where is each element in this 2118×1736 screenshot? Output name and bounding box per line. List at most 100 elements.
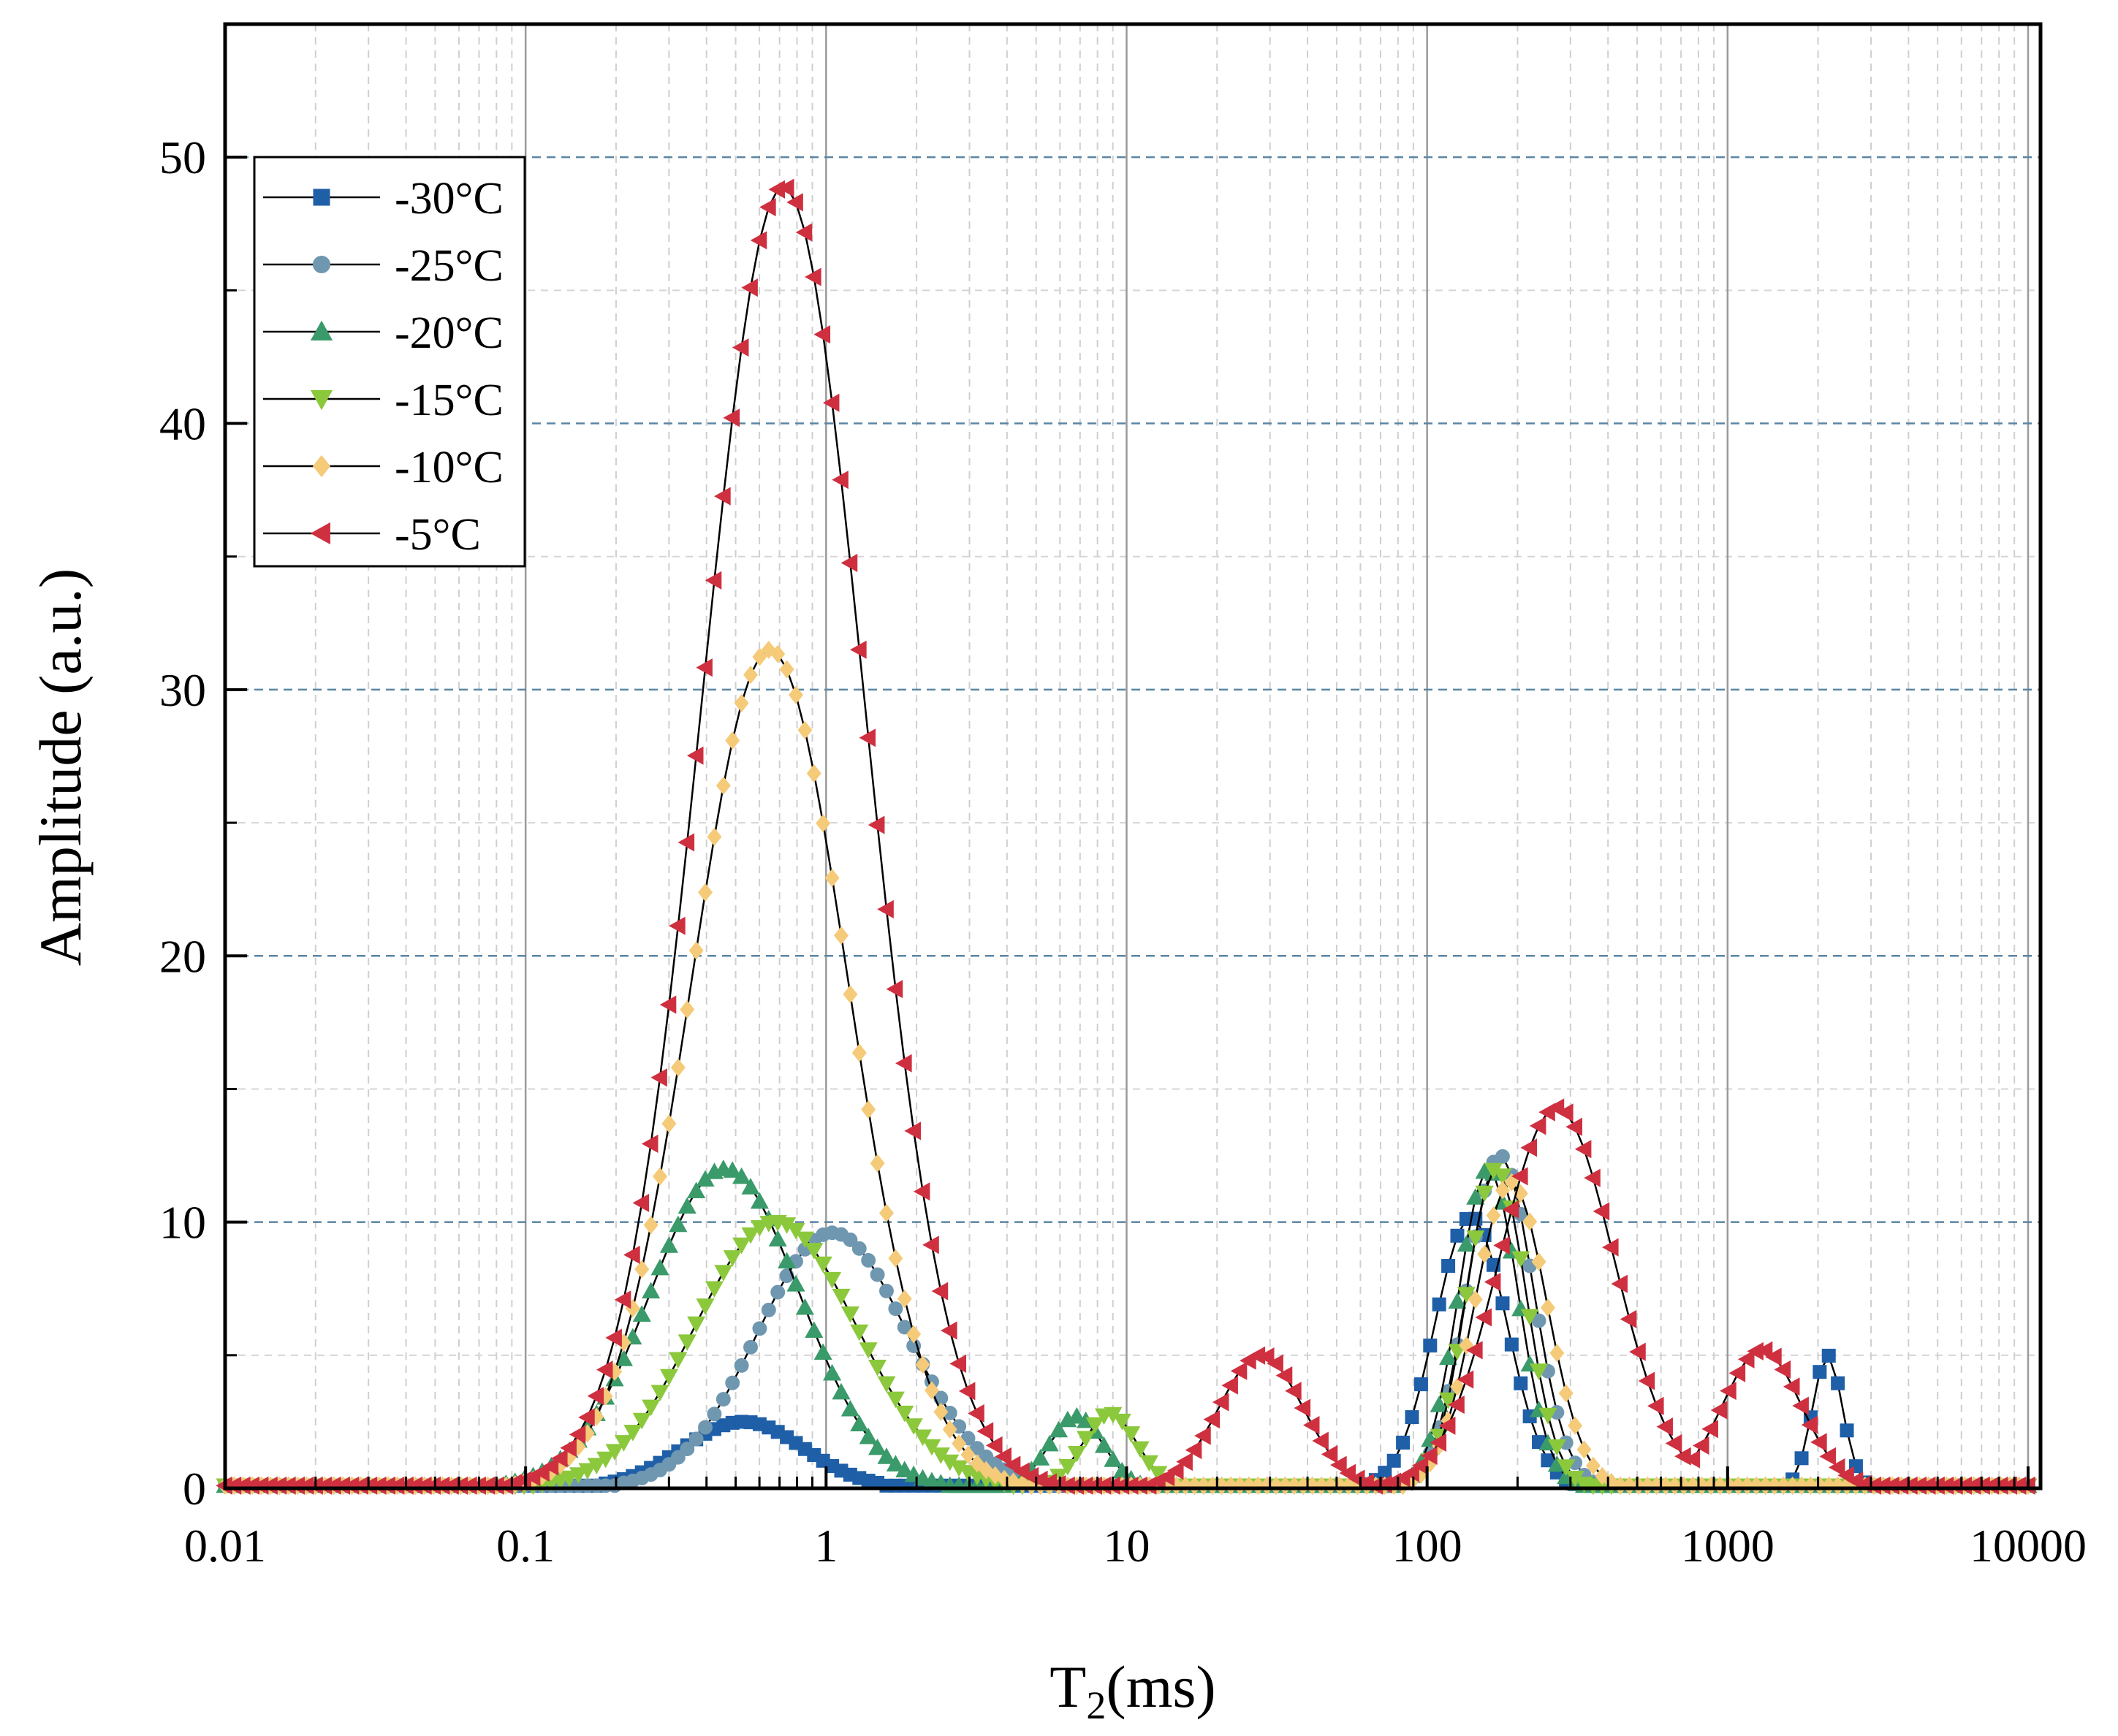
marker-square <box>1405 1410 1419 1425</box>
marker-diamond <box>1549 1344 1565 1363</box>
marker-triangle-down <box>587 1458 606 1474</box>
marker-triangle-left <box>650 1068 667 1087</box>
marker-triangle-down <box>596 1451 615 1469</box>
marker-triangle-left <box>1302 1415 1320 1435</box>
marker-triangle-left <box>310 522 330 545</box>
marker-triangle-left <box>1710 1401 1728 1420</box>
marker-diamond <box>816 814 831 833</box>
y-tick-label: 10 <box>159 1197 206 1249</box>
marker-circle <box>843 1232 858 1247</box>
marker-circle <box>851 1241 867 1256</box>
marker-triangle-left <box>1611 1274 1628 1293</box>
marker-diamond <box>707 827 722 846</box>
marker-diamond <box>680 1000 695 1019</box>
marker-triangle-left <box>941 1321 957 1340</box>
marker-circle <box>688 1431 704 1447</box>
marker-triangle-left <box>1792 1396 1809 1415</box>
marker-triangle-down <box>1520 1309 1539 1326</box>
marker-triangle-left <box>1529 1116 1546 1135</box>
marker-square <box>1504 1337 1519 1352</box>
marker-triangle-up <box>1067 1406 1086 1424</box>
marker-diamond <box>878 1203 894 1222</box>
marker-triangle-left <box>1003 1455 1021 1474</box>
marker-circle <box>670 1450 686 1465</box>
marker-diamond <box>1540 1298 1555 1317</box>
marker-triangle-left <box>560 1439 577 1458</box>
legend-label: -30°C <box>395 174 504 224</box>
marker-triangle-up <box>778 1252 797 1269</box>
legend-item: -25°C <box>263 241 504 291</box>
marker-triangle-left <box>1801 1415 1818 1434</box>
marker-triangle-left <box>1484 1272 1501 1292</box>
marker-triangle-left <box>578 1408 595 1427</box>
marker-triangle-up <box>823 1363 842 1381</box>
marker-triangle-left <box>1638 1371 1655 1390</box>
marker-triangle-left <box>1701 1420 1718 1439</box>
marker-triangle-left <box>1692 1436 1709 1455</box>
marker-triangle-up <box>832 1382 851 1400</box>
marker-triangle-left <box>1221 1376 1238 1395</box>
marker-triangle-left <box>1267 1354 1283 1373</box>
marker-triangle-up <box>805 1321 824 1339</box>
marker-triangle-left <box>895 1054 912 1073</box>
x-tick-label: 10 <box>1103 1520 1150 1572</box>
marker-triangle-left <box>1275 1366 1293 1385</box>
marker-triangle-up <box>886 1455 905 1472</box>
marker-square <box>1396 1435 1411 1450</box>
marker-triangle-left <box>1312 1431 1329 1450</box>
marker-triangle-down <box>1493 1168 1512 1185</box>
marker-triangle-down <box>877 1376 896 1393</box>
marker-triangle-down <box>1139 1455 1159 1472</box>
marker-triangle-left <box>904 1122 922 1141</box>
marker-diamond <box>770 644 786 663</box>
marker-triangle-down <box>859 1342 878 1359</box>
marker-triangle-left <box>1656 1417 1673 1436</box>
marker-triangle-up <box>813 1343 832 1360</box>
marker-triangle-up <box>1457 1235 1476 1252</box>
marker-diamond <box>653 1167 668 1186</box>
legend-label: -5°C <box>395 510 481 560</box>
marker-triangle-left <box>986 1436 1003 1455</box>
marker-triangle-left <box>850 640 867 659</box>
marker-triangle-up <box>1448 1292 1467 1309</box>
marker-triangle-up <box>850 1415 869 1431</box>
marker-triangle-up <box>877 1447 896 1464</box>
marker-triangle-left <box>550 1449 568 1468</box>
marker-diamond <box>888 1249 903 1268</box>
marker-square <box>1386 1453 1401 1468</box>
marker-triangle-left <box>813 325 831 344</box>
marker-square <box>313 189 330 206</box>
marker-diamond <box>843 985 858 1004</box>
marker-triangle-up <box>768 1230 787 1247</box>
marker-diamond <box>661 1114 677 1133</box>
marker-triangle-up <box>795 1298 814 1315</box>
marker-triangle-down <box>669 1352 688 1369</box>
marker-triangle-left <box>1620 1309 1637 1329</box>
marker-diamond <box>743 666 759 685</box>
marker-triangle-up <box>723 1161 742 1178</box>
marker-triangle-left <box>1810 1433 1827 1452</box>
marker-triangle-up <box>868 1438 887 1455</box>
legend-label: -20°C <box>395 308 504 358</box>
marker-triangle-down <box>723 1250 742 1267</box>
marker-square <box>1495 1296 1510 1311</box>
marker-triangle-left <box>777 178 794 197</box>
marker-triangle-down <box>904 1418 923 1435</box>
marker-square <box>1821 1348 1836 1363</box>
y-tick-label: 0 <box>183 1463 206 1515</box>
marker-triangle-down <box>569 1467 588 1484</box>
marker-triangle-left <box>1828 1458 1845 1477</box>
marker-triangle-left <box>1257 1347 1275 1366</box>
marker-square <box>1514 1376 1528 1390</box>
marker-triangle-left <box>1502 1200 1519 1219</box>
x-tick-label: 0.1 <box>496 1520 555 1572</box>
marker-diamond <box>634 1260 650 1279</box>
marker-triangle-down <box>1077 1431 1096 1448</box>
marker-triangle-left <box>1720 1382 1736 1401</box>
marker-circle <box>879 1283 894 1298</box>
marker-circle <box>861 1253 876 1268</box>
marker-square <box>1840 1423 1854 1438</box>
marker-triangle-left <box>913 1182 930 1201</box>
marker-triangle-left <box>1438 1416 1456 1435</box>
marker-triangle-up <box>669 1215 688 1233</box>
